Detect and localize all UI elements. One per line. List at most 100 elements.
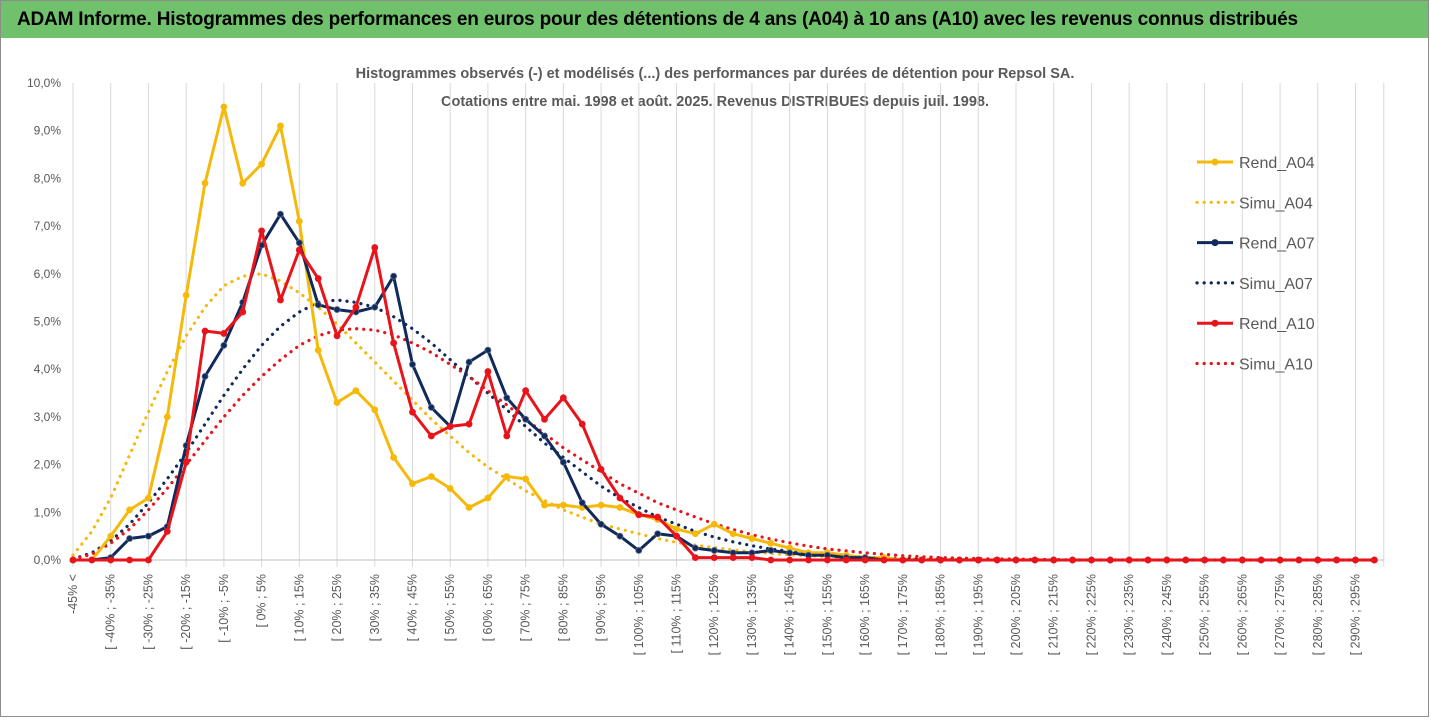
point-rend-a10 [107, 556, 115, 564]
point-rend-a10 [1314, 556, 1322, 564]
point-rend-a10 [880, 556, 888, 564]
point-rend-a04 [484, 494, 492, 502]
x-tick-label: [ 210% ; 215% [1047, 574, 1061, 655]
x-tick-label: [ 190% ; 195% [971, 574, 985, 655]
series-line-rend-a04 [73, 105, 1375, 562]
point-rend-a10 [1050, 556, 1058, 564]
point-rend-a04 [182, 291, 190, 299]
y-tick-label: 10,0% [27, 76, 61, 90]
point-rend-a10 [1069, 556, 1076, 564]
point-rend-a10 [427, 432, 435, 440]
point-rend-a10 [635, 511, 643, 519]
point-rend-a10 [937, 556, 944, 564]
point-rend-a10 [748, 554, 756, 562]
point-rend-a10 [446, 423, 454, 430]
chart-subtitle: Cotations entre mai. 1998 et août. 2025.… [441, 94, 989, 110]
point-rend-a10 [786, 556, 794, 564]
point-rend-a10 [484, 368, 492, 375]
point-rend-a07 [503, 394, 511, 402]
y-tick-label: 3,0% [34, 410, 62, 424]
legend: Rend_A04 Simu_A04 Rend_A07 Simu_A07 Rend_A10… [1195, 155, 1315, 374]
point-rend-a10 [163, 527, 171, 535]
point-rend-a10 [1352, 556, 1359, 564]
point-rend-a04 [427, 473, 435, 480]
point-rend-a10 [918, 556, 926, 564]
point-rend-a10 [1201, 556, 1208, 564]
point-rend-a04 [673, 525, 680, 533]
point-rend-a07 [295, 239, 303, 247]
x-tick-label: [ 100% ; 105% [632, 574, 646, 655]
x-tick-label: [ 50% ; 55% [443, 574, 457, 641]
x-tick-label: [ -30% ; -25% [141, 574, 155, 650]
legend-label: Rend_A04 [1239, 155, 1315, 172]
point-rend-a04 [220, 103, 228, 111]
point-rend-a04 [597, 501, 605, 509]
point-rend-a04 [522, 475, 530, 483]
x-tick-label: [ -40% ; -35% [104, 574, 118, 650]
series-line-simu-a07 [71, 298, 1376, 562]
point-rend-a07 [409, 361, 416, 368]
x-tick-label: [ -20% ; -15% [179, 574, 193, 650]
point-rend-a10 [69, 556, 77, 564]
point-rend-a04 [729, 530, 737, 538]
point-rend-a07 [201, 372, 209, 380]
point-rend-a10 [654, 513, 662, 521]
x-tick-label: [ 240% ; 245% [1160, 574, 1174, 655]
point-rend-a07 [559, 458, 567, 466]
point-rend-a10 [805, 556, 812, 564]
point-rend-a10 [559, 394, 567, 402]
y-tick-label: 8,0% [34, 171, 62, 185]
point-rend-a10 [993, 556, 1001, 564]
y-tick-label: 0,0% [34, 553, 62, 567]
point-rend-a10 [522, 387, 530, 395]
x-tick-label: [ 150% ; 155% [820, 574, 834, 655]
point-rend-a10 [616, 494, 624, 502]
x-tick-label: [ 200% ; 205% [1009, 574, 1023, 655]
point-rend-a10 [1295, 556, 1303, 564]
point-rend-a10 [1238, 556, 1246, 564]
point-rend-a10 [503, 432, 511, 440]
point-rend-a04 [541, 501, 548, 509]
point-rend-a10 [673, 532, 680, 540]
legend-label: Rend_A10 [1239, 316, 1315, 333]
point-rend-a10 [1088, 556, 1095, 564]
point-rend-a10 [371, 244, 379, 251]
point-rend-a04 [503, 473, 511, 480]
point-rend-a04 [748, 535, 756, 542]
point-rend-a10 [277, 296, 284, 304]
legend-label: Rend_A07 [1239, 236, 1315, 253]
point-rend-a07 [767, 547, 775, 554]
point-rend-a07 [654, 530, 662, 538]
point-rend-a10 [352, 303, 360, 311]
x-tick-label: [ 10% ; 15% [292, 574, 306, 641]
point-rend-a10 [465, 420, 473, 428]
legend-label: Simu_A10 [1239, 357, 1313, 374]
point-rend-a04 [710, 520, 718, 528]
point-rend-a07 [541, 432, 548, 440]
point-rend-a10 [1125, 556, 1133, 564]
legend-marker [1211, 239, 1219, 247]
point-rend-a10 [691, 554, 699, 562]
x-tick-label: [ 250% ; 255% [1198, 574, 1212, 655]
point-rend-a10 [1144, 556, 1152, 564]
x-tick-label: [ 140% ; 145% [783, 574, 797, 655]
point-rend-a10 [1257, 556, 1265, 564]
point-rend-a07 [465, 358, 473, 366]
point-rend-a04 [691, 530, 699, 538]
point-rend-a10 [295, 246, 303, 254]
point-rend-a07 [578, 499, 586, 507]
point-rend-a04 [352, 387, 360, 395]
point-rend-a10 [767, 556, 775, 564]
point-rend-a10 [333, 332, 341, 340]
point-rend-a10 [578, 420, 586, 428]
y-tick-label: 6,0% [34, 267, 62, 281]
point-rend-a10 [1012, 556, 1020, 564]
series-line-simu-a04 [71, 272, 1376, 562]
point-rend-a10 [597, 465, 605, 473]
point-rend-a10 [710, 554, 718, 562]
point-rend-a10 [1333, 556, 1341, 564]
point-rend-a10 [390, 339, 398, 347]
point-rend-a07 [597, 520, 605, 528]
point-rend-a04 [239, 179, 247, 187]
